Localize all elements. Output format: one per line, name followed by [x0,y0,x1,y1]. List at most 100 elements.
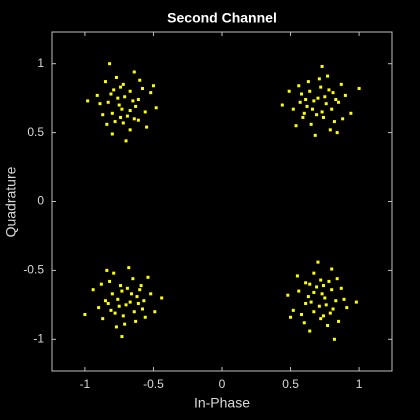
point [108,279,112,283]
point [101,113,105,117]
point [134,104,138,108]
point [354,300,358,304]
point [101,317,105,321]
point [323,296,327,300]
x-tick-label: 0 [219,377,226,391]
point [304,98,308,102]
point [103,80,107,84]
point [109,308,113,312]
point [128,89,132,93]
point [119,115,123,119]
point [334,299,338,303]
y-tick-label: -1 [33,331,44,345]
x-tick-label: 0.5 [282,377,299,391]
chart-title: Second Channel [167,10,277,26]
point [136,118,140,122]
point [341,117,345,121]
point [327,279,331,283]
point [321,284,325,288]
point [95,93,99,97]
point [149,91,153,95]
point [121,82,125,86]
point [317,304,321,308]
point [328,311,332,315]
point [309,122,313,126]
point [120,289,124,293]
point [286,293,290,297]
point [324,303,328,307]
point [132,117,136,121]
point [332,337,336,341]
y-tick-label: 0 [37,194,44,208]
point [128,128,132,132]
point [105,268,109,272]
point [86,99,90,103]
point [332,120,336,124]
point [112,88,116,92]
point [320,292,324,296]
point [117,103,121,107]
point [339,286,343,290]
point [146,275,150,279]
point [140,87,144,90]
y-axis-label: Quadrature [3,166,19,237]
point [134,319,138,323]
plot-area [51,31,393,372]
point [298,100,302,104]
point [105,122,109,126]
point [145,125,149,129]
point [128,109,132,113]
point [320,64,324,68]
point [306,295,310,299]
point [113,120,117,124]
point [116,297,120,301]
point [123,322,127,326]
point [305,104,309,108]
point [291,308,295,312]
point [127,266,131,270]
point [109,92,113,96]
point [357,87,361,90]
y-tick-label: 1 [37,56,44,70]
point [321,314,325,318]
point [330,288,334,292]
point [335,277,339,281]
point [337,319,341,323]
point [321,115,325,119]
point [154,106,158,110]
point [117,304,121,308]
point [98,102,102,106]
point [138,78,142,82]
point [128,300,132,304]
point [291,107,295,111]
point [124,139,128,143]
point [297,289,301,293]
point [130,292,134,296]
point [297,84,301,88]
point [317,77,321,81]
point [312,99,316,103]
point [121,314,125,318]
point [335,131,339,135]
x-tick-label: -1 [80,377,91,391]
point [116,96,120,100]
point [289,315,293,319]
point [326,74,330,78]
point [287,89,291,93]
point [295,274,299,278]
point [91,288,95,292]
point [316,260,320,264]
point [135,295,139,299]
point [309,300,313,304]
x-tick-label: -0.5 [143,377,164,391]
point [331,307,335,311]
point [319,317,323,321]
point [132,310,136,314]
point [337,100,341,104]
point [310,107,314,111]
point [151,84,155,88]
point [143,110,147,114]
point [315,113,319,117]
point [308,282,312,286]
point [324,102,328,106]
